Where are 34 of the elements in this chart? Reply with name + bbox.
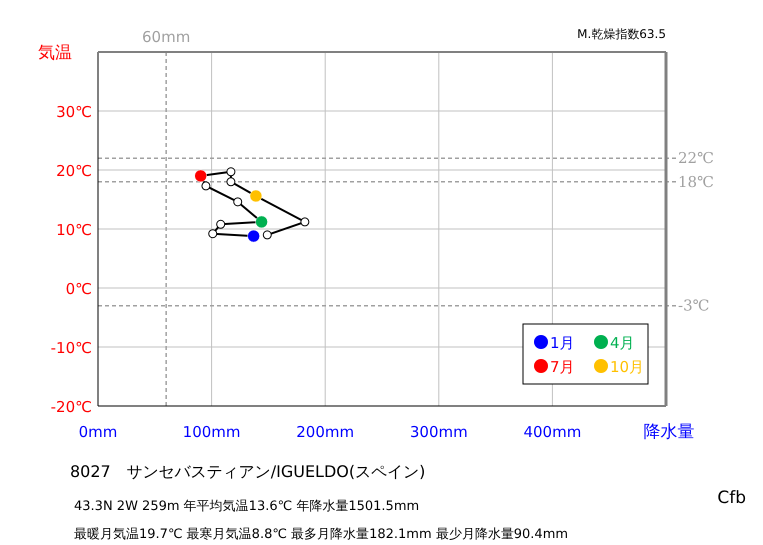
point (233, 197, 242, 206)
point (300, 217, 310, 226)
point (226, 167, 236, 176)
text: 43.3N 2W 259m 年平均気温13.6℃ 年降水量1501.5mm (74, 499, 420, 514)
point (201, 181, 210, 190)
x-tick-label: 400mm (523, 423, 582, 441)
text: M.乾燥指数63.5 (577, 27, 666, 41)
y-tick-label: 0℃ (66, 280, 92, 298)
text: 最暖月気温19.7℃ 最寒月気温8.8℃ 最多月降水量182.1mm 最少月降水量90.4mm (74, 526, 568, 542)
x-tick-label: 100mm (182, 423, 241, 441)
point (216, 220, 226, 229)
y-tick-label: 30℃ (56, 103, 92, 121)
x-tick-label: 300mm (410, 423, 468, 441)
y-tick-label: -10℃ (50, 339, 92, 357)
ref-line-label: 60mm (142, 28, 190, 46)
y-tick-label: -20℃ (50, 398, 92, 416)
y-axis-title: 気温 (38, 43, 72, 63)
legend-label: 10月 (610, 358, 644, 376)
point (262, 230, 272, 240)
y-tick-label: 20℃ (56, 162, 92, 180)
ref-line-label: 22℃ (678, 149, 714, 168)
legend-label: 4月 (610, 334, 635, 352)
x-axis-title: 降水量 (644, 422, 694, 442)
text: Cfb (717, 488, 746, 508)
point (208, 229, 218, 238)
legend-label: 1月 (550, 334, 575, 352)
legend-label: 7月 (550, 358, 575, 376)
x-tick-label: 0mm (78, 423, 118, 441)
text: 8027 サンセバスティアン/IGUELDO(スペイン) (70, 462, 426, 481)
y-tick-label: 10℃ (56, 221, 92, 239)
point (226, 177, 236, 186)
x-tick-label: 200mm (296, 423, 354, 441)
ref-line-label: 18℃ (678, 172, 714, 191)
ref-line-label: -3℃ (678, 296, 710, 315)
